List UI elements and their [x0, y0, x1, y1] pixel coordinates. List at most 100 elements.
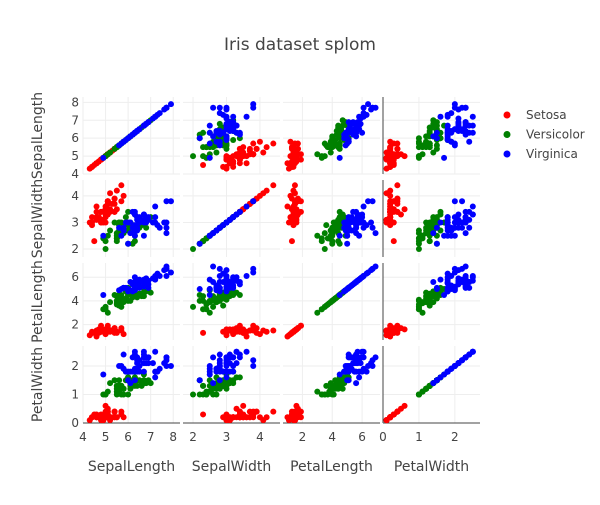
- point-virginica: [360, 110, 367, 117]
- point-virginica: [100, 232, 107, 239]
- point-virginica: [462, 104, 469, 111]
- cell-petallength-vs-petalwidth: [382, 263, 480, 340]
- point-virginica: [140, 232, 147, 239]
- point-virginica: [437, 113, 444, 120]
- point-virginica: [131, 286, 138, 293]
- point-versicolor: [104, 309, 111, 316]
- point-virginica: [223, 273, 230, 280]
- point-setosa: [102, 206, 109, 213]
- point-setosa: [297, 414, 304, 421]
- y-axis-title: SepalWidth: [30, 179, 46, 259]
- point-setosa: [240, 402, 247, 409]
- point-versicolor: [437, 208, 444, 215]
- point-setosa: [89, 414, 96, 421]
- point-virginica: [152, 374, 159, 381]
- point-virginica: [360, 348, 367, 355]
- point-virginica: [206, 232, 213, 239]
- point-versicolor: [118, 391, 125, 398]
- point-setosa: [290, 187, 297, 194]
- point-virginica: [336, 232, 343, 239]
- cell-petalwidth-vs-sepallength: [82, 346, 180, 424]
- point-virginica: [163, 198, 170, 205]
- point-setosa: [256, 138, 263, 145]
- point-virginica: [236, 281, 243, 288]
- point-virginica: [430, 278, 437, 285]
- point-versicolor: [415, 238, 422, 245]
- point-virginica: [462, 219, 469, 226]
- point-virginica: [120, 227, 127, 234]
- point-virginica: [163, 230, 170, 237]
- point-virginica: [341, 219, 348, 226]
- point-setosa: [290, 414, 297, 421]
- point-virginica: [167, 362, 174, 369]
- point-virginica: [469, 277, 476, 284]
- point-virginica: [345, 219, 352, 226]
- point-virginica: [372, 230, 379, 237]
- point-virginica: [230, 354, 237, 361]
- point-setosa: [387, 160, 394, 167]
- point-versicolor: [426, 238, 433, 245]
- point-virginica: [131, 224, 138, 231]
- point-versicolor: [323, 222, 330, 229]
- point-versicolor: [196, 297, 203, 304]
- point-virginica: [451, 126, 458, 133]
- point-versicolor: [433, 122, 440, 129]
- point-virginica: [127, 230, 134, 237]
- cell-sepallength-vs-sepallength: [82, 97, 180, 175]
- point-versicolor: [335, 238, 342, 245]
- legend-item-versicolor[interactable]: Versicolor: [503, 128, 585, 142]
- y-tick-label: 2: [71, 359, 79, 373]
- point-virginica: [233, 360, 240, 367]
- point-versicolor: [118, 382, 125, 389]
- point-setosa: [270, 408, 277, 415]
- point-virginica: [216, 273, 223, 280]
- point-setosa: [246, 327, 253, 334]
- point-virginica: [152, 348, 159, 355]
- point-setosa: [387, 200, 394, 207]
- point-virginica: [433, 240, 440, 247]
- point-virginica: [196, 135, 203, 142]
- point-virginica: [360, 224, 367, 231]
- point-virginica: [354, 348, 361, 355]
- point-setosa: [89, 163, 96, 170]
- point-setosa: [102, 402, 109, 409]
- point-virginica: [140, 122, 147, 129]
- point-versicolor: [200, 129, 207, 136]
- point-setosa: [240, 144, 247, 151]
- point-virginica: [344, 232, 351, 239]
- point-virginica: [365, 362, 372, 369]
- legend-item-setosa[interactable]: Setosa: [503, 108, 567, 122]
- point-setosa: [89, 329, 96, 336]
- point-setosa: [401, 326, 408, 333]
- point-virginica: [360, 219, 367, 226]
- legend-item-virginica[interactable]: Virginica: [503, 147, 578, 161]
- point-virginica: [216, 265, 223, 272]
- point-setosa: [293, 402, 300, 409]
- point-setosa: [387, 328, 394, 335]
- point-setosa: [240, 326, 247, 333]
- point-virginica: [466, 224, 473, 231]
- point-versicolor: [338, 380, 345, 387]
- point-setosa: [102, 211, 109, 218]
- point-virginica: [451, 269, 458, 276]
- point-versicolor: [118, 303, 125, 310]
- point-versicolor: [125, 391, 132, 398]
- point-setosa: [394, 151, 401, 158]
- point-virginica: [347, 126, 354, 133]
- point-versicolor: [190, 153, 197, 160]
- point-versicolor: [206, 309, 213, 316]
- point-setosa: [260, 149, 267, 156]
- point-setosa: [93, 203, 100, 210]
- point-setosa: [290, 328, 297, 335]
- point-virginica: [213, 138, 220, 145]
- point-setosa: [109, 414, 116, 421]
- point-virginica: [223, 136, 230, 143]
- point-virginica: [360, 365, 367, 372]
- legend: Setosa Versicolor Virginica: [503, 108, 585, 161]
- point-virginica: [353, 224, 360, 231]
- legend-label: Versicolor: [526, 128, 585, 142]
- point-setosa: [390, 238, 397, 245]
- point-virginica: [152, 214, 159, 221]
- y-tick-label: 2: [71, 242, 79, 256]
